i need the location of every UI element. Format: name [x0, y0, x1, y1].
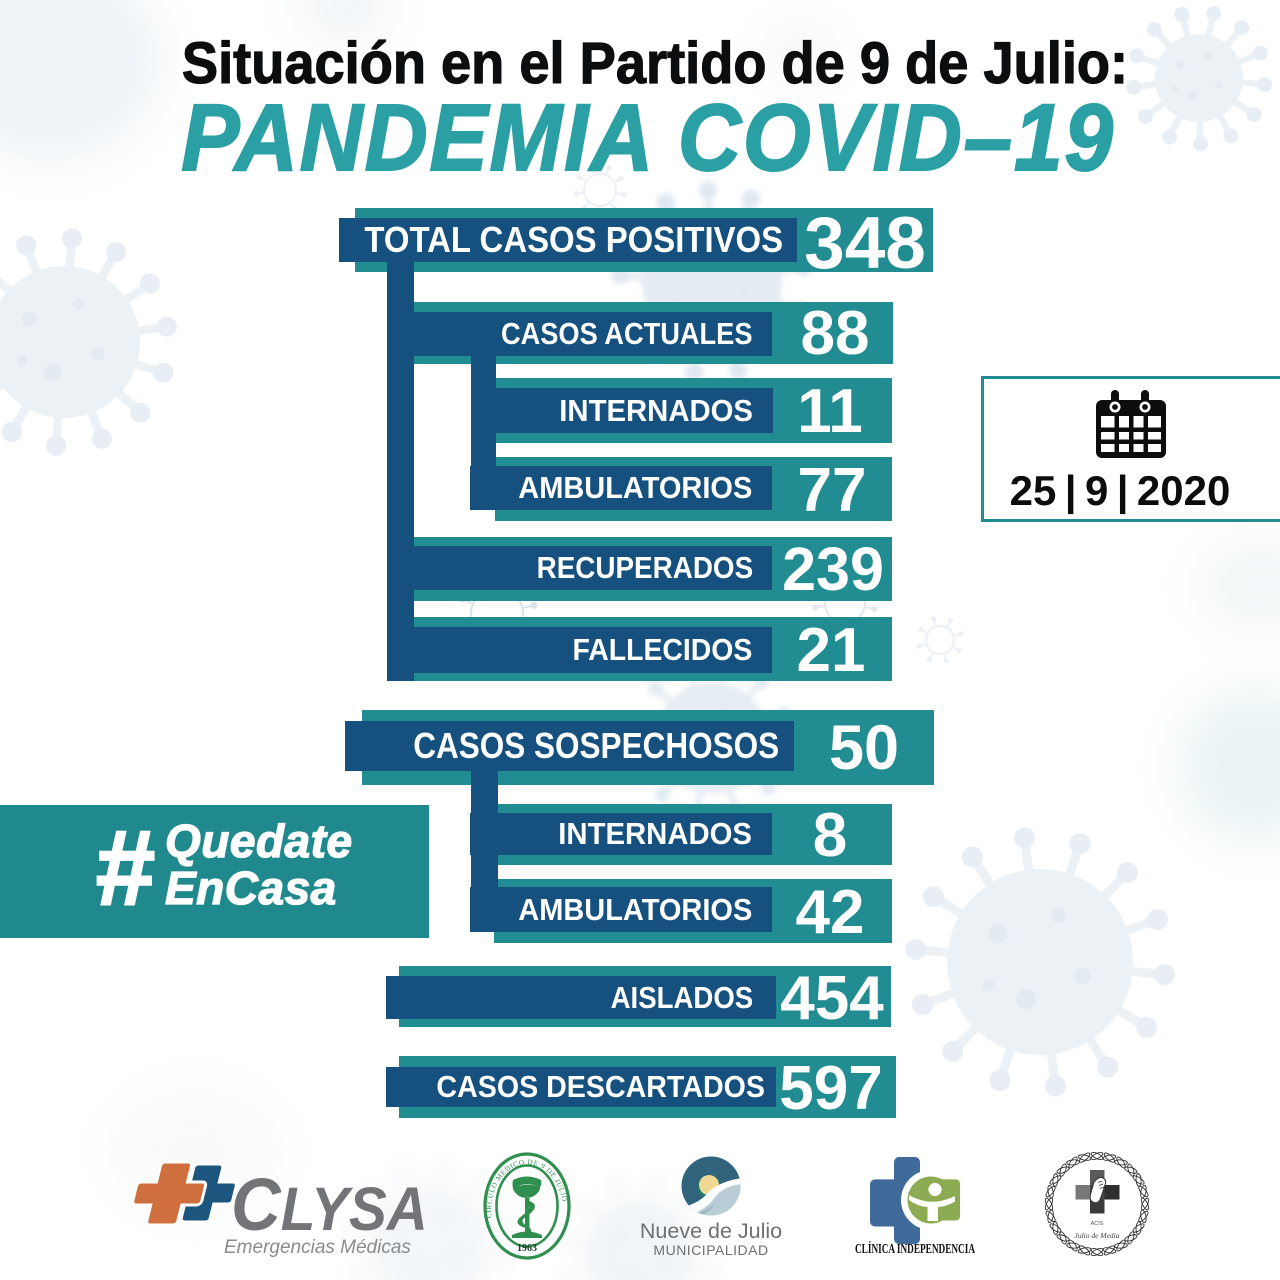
svg-text:CLYSA: CLYSA — [231, 1164, 428, 1247]
svg-text:ACIS: ACIS — [1091, 1221, 1104, 1227]
svg-text:MUNICIPALIDAD: MUNICIPALIDAD — [653, 1242, 768, 1258]
svg-text:CLÍNICA INDEPENDENCIA: CLÍNICA INDEPENDENCIA — [855, 1240, 976, 1257]
svg-text:Nueve de Julio: Nueve de Julio — [640, 1219, 782, 1243]
svg-text:Julio de Media: Julio de Media — [1075, 1231, 1120, 1240]
svg-text:1963: 1963 — [517, 1243, 537, 1254]
svg-text:Emergencias Médicas: Emergencias Médicas — [224, 1237, 411, 1258]
